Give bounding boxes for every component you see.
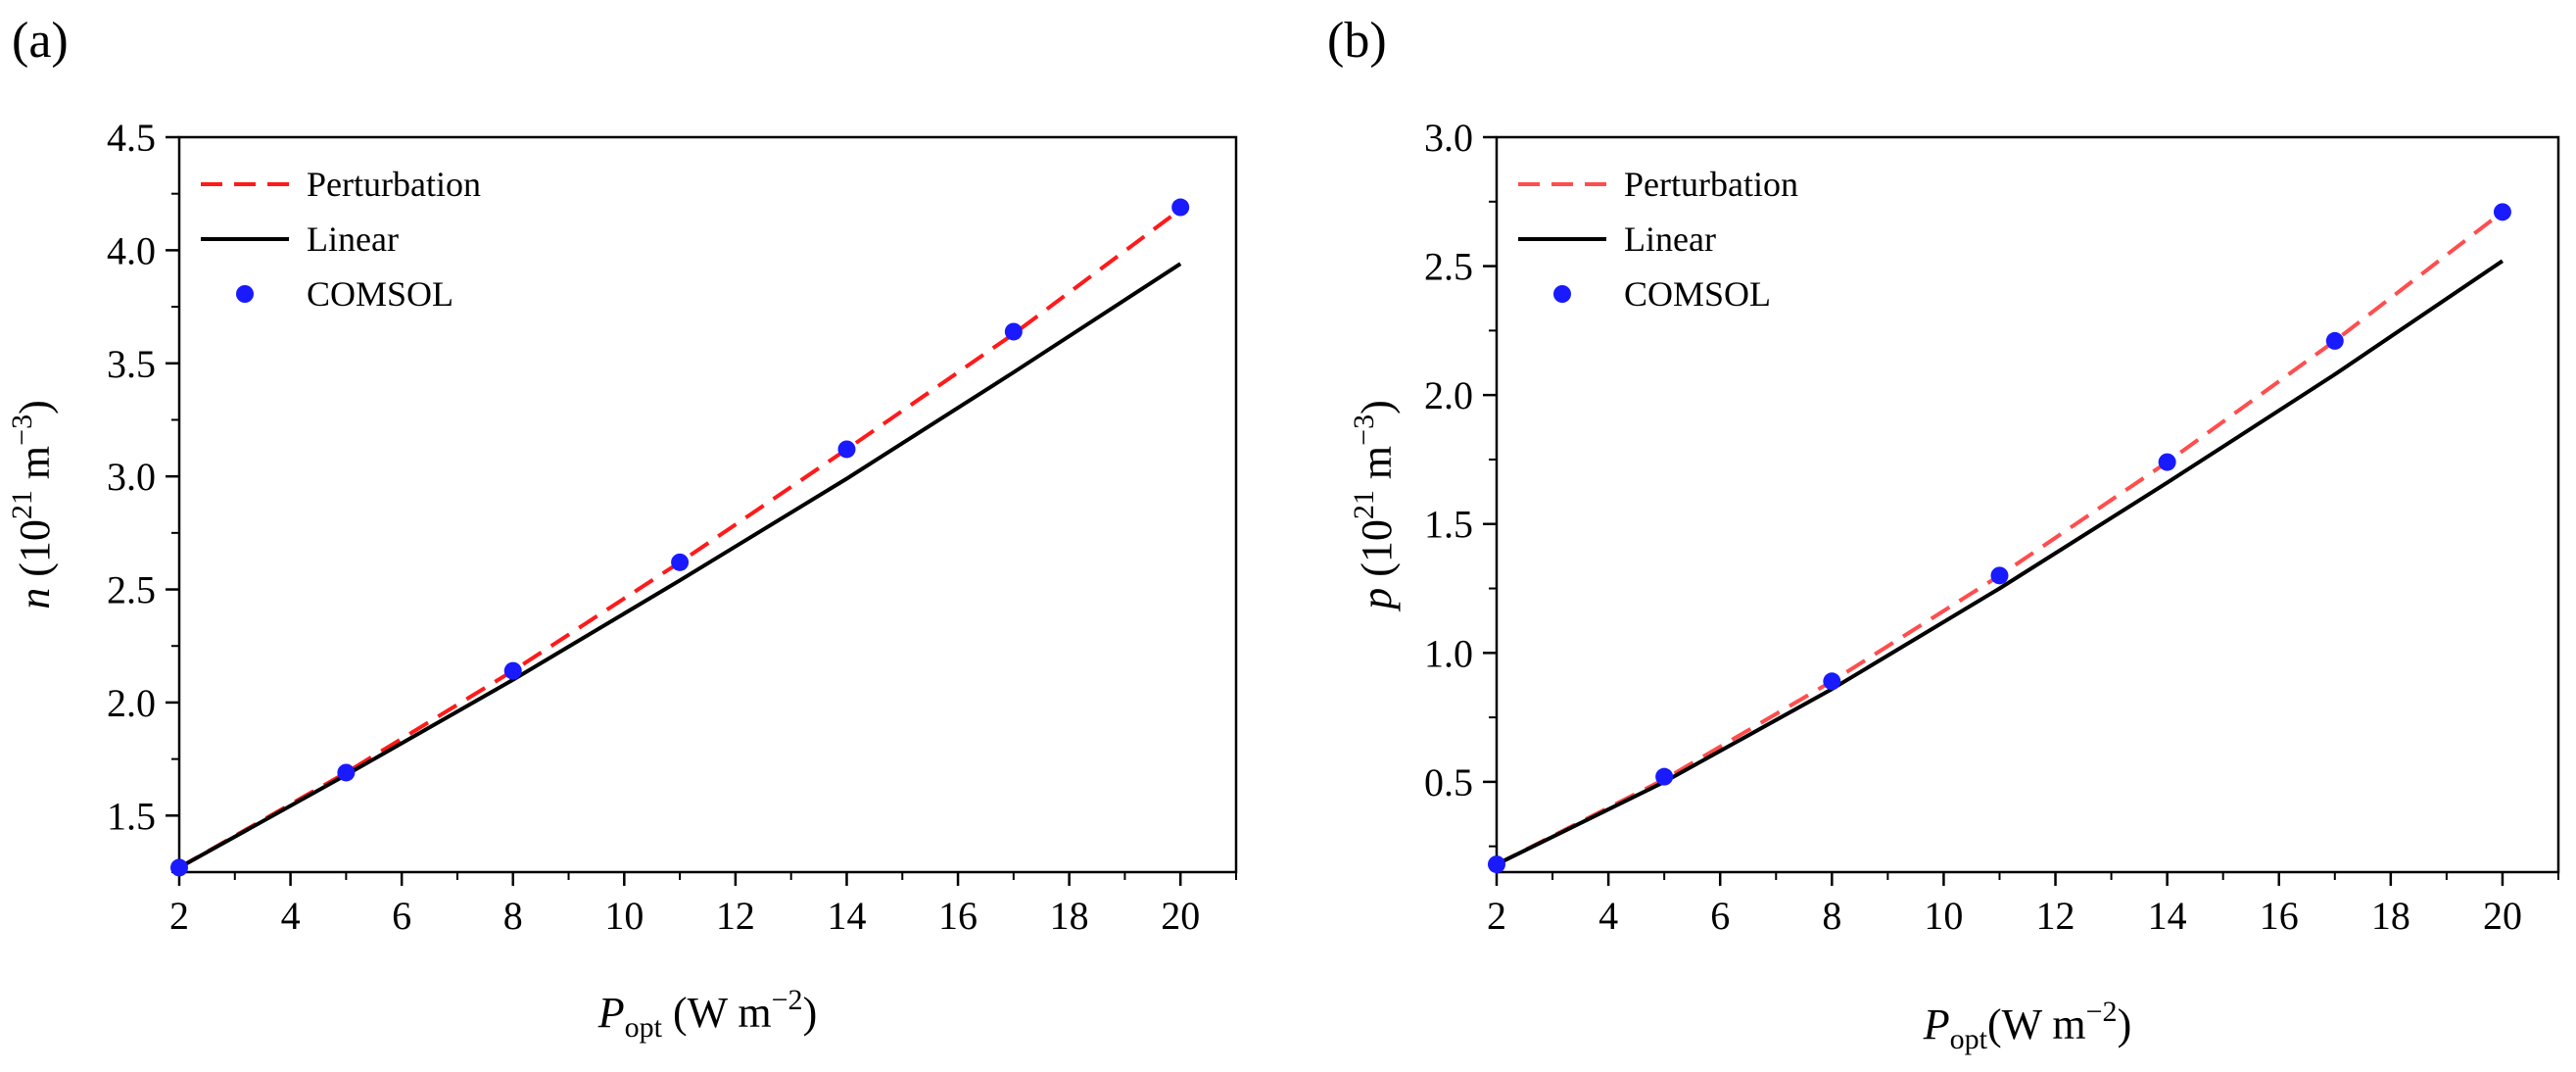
y-tick-label: 0.5 [1424,760,1473,804]
x-tick-label: 4 [1598,894,1618,938]
x-tick-label: 10 [1924,894,1963,938]
panel-b-legend-label-comsol: COMSOL [1624,274,1771,314]
x-tick-label: 14 [2148,894,2187,938]
panel-a-series-comsol-point [1004,322,1023,341]
y-tick-label: 1.0 [1424,631,1473,675]
panel-a-series-comsol-point [671,553,690,571]
panel-b-legend-marker-comsol [1553,285,1571,303]
panel-a-legend-label-perturbation: Perturbation [307,165,481,204]
panel-b-series-comsol-point [1823,672,1841,691]
x-tick-label: 12 [2036,894,2075,938]
panel-a-series-comsol-point [503,661,522,680]
panel-b-legend-label-linear: Linear [1624,219,1716,259]
x-tick-label: 2 [1487,894,1506,938]
panel-a-series-comsol-point [170,858,188,877]
y-tick-label: 2.5 [107,568,156,612]
panel-b-chart: (b) 2 4 6 8 10 12 14 16 18 20 0.5 1.0 1.5 2.0 2.5 3.0 Pop… [1327,13,2560,1055]
panel-b-x-axis-title: Popt(W m−2) [1923,996,2131,1055]
y-tick-label: 3.0 [1424,116,1473,160]
x-tick-label: 20 [2483,894,2522,938]
x-tick-label: 14 [827,894,866,938]
x-tick-label: 4 [281,894,301,938]
panel-a-label: (a) [12,13,69,69]
panel-a-series-comsol-point [837,440,856,459]
panel-b-series-comsol-point [1990,566,2009,585]
panel-b-label: (b) [1327,13,1387,69]
panel-a-series-comsol-point [337,763,356,782]
panel-b-plot-frame [1495,135,2560,874]
panel-b-series-comsol-point [2158,453,2176,471]
y-tick-label: 2.0 [107,681,156,725]
panel-a-plot-frame [177,135,1238,874]
y-tick-label: 1.5 [1424,503,1473,547]
y-tick-label: 3.5 [107,342,156,386]
panel-b-series-comsol-point [2493,203,2511,221]
y-tick-label: 2.0 [1424,373,1473,417]
panel-a-series-comsol-point [1171,198,1190,217]
y-tick-label: 1.5 [107,794,156,838]
x-tick-label: 6 [392,894,411,938]
panel-a-legend-label-linear: Linear [307,219,399,259]
panel-b-series-linear-line [1496,259,2504,866]
panel-b-series-comsol-point [1488,855,1505,874]
panel-a-chart: (a) 2 4 6 8 10 12 14 16 18 20 1.5 2.0 2.5 3.0 3.5 4.0 4.5… [6,13,1238,1044]
panel-b-legend-label-perturbation: Perturbation [1624,165,1798,204]
x-tick-label: 10 [604,894,644,938]
panel-a-y-axis-title: n (1021 m−3) [6,400,59,609]
x-tick-label: 18 [1050,894,1089,938]
x-tick-label: 12 [716,894,755,938]
panel-a-legend-marker-comsol [236,285,254,303]
x-tick-label: 16 [938,894,978,938]
panel-a-x-axis-title: Popt (W m−2) [597,984,817,1044]
x-tick-label: 16 [2260,894,2299,938]
y-tick-label: 2.5 [1424,245,1473,289]
panel-b-series-comsol-point [2325,331,2344,350]
y-tick-label: 3.0 [107,455,156,499]
y-tick-label: 4.5 [107,116,156,160]
panel-b-y-axis-title: p (1021 m−3) [1348,400,1401,611]
x-tick-label: 18 [2371,894,2410,938]
x-tick-label: 8 [1822,894,1841,938]
x-tick-label: 8 [503,894,523,938]
x-tick-label: 2 [169,894,189,938]
x-tick-label: 6 [1710,894,1730,938]
y-tick-label: 4.0 [107,228,156,272]
x-tick-label: 20 [1161,894,1200,938]
panel-a-legend-label-comsol: COMSOL [307,274,453,314]
panel-b-series-comsol-point [1655,767,1674,786]
